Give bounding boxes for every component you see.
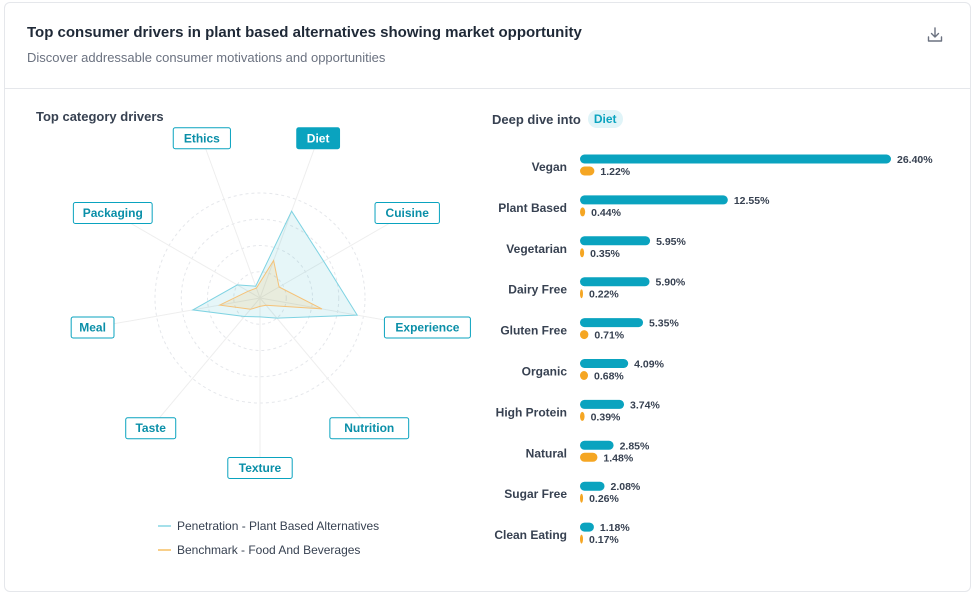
radar-axis-line-packaging bbox=[112, 212, 261, 299]
radar-axis-label-cuisine: Cuisine bbox=[386, 206, 430, 220]
radar-axis-label-meal: Meal bbox=[79, 321, 106, 335]
driver-card: Top consumer drivers in plant based alte… bbox=[4, 2, 971, 592]
download-button[interactable] bbox=[923, 23, 947, 47]
legend-item-benchmark[interactable]: Benchmark - Food And Beverages bbox=[158, 538, 379, 562]
card-subtitle: Discover addressable consumer motivation… bbox=[27, 50, 386, 65]
radar-series-benchmark bbox=[217, 259, 323, 310]
radar-axis-label-experience: Experience bbox=[395, 321, 459, 335]
radar-axis-line-cuisine bbox=[259, 212, 408, 299]
download-icon bbox=[927, 27, 943, 42]
radar-axis-tag-box bbox=[329, 417, 410, 440]
legend-item-penetration[interactable]: Penetration - Plant Based Alternatives bbox=[158, 514, 379, 538]
radar-axis-tag-box bbox=[125, 417, 177, 440]
radar-axis-tag-meal[interactable]: Meal bbox=[70, 316, 115, 339]
radar-grid-ring-3 bbox=[180, 218, 340, 378]
radar-axis-tag-nutrition[interactable]: Nutrition bbox=[329, 417, 410, 440]
radar-axis-tag-box bbox=[72, 202, 153, 224]
selected-driver-badge: Diet bbox=[587, 110, 623, 128]
radar-legend: Penetration - Plant Based Alternatives B… bbox=[158, 514, 379, 562]
radar-axis-label-texture: Texture bbox=[239, 461, 282, 475]
radar-grid-ring-1 bbox=[233, 271, 287, 325]
radar-axis-line-nutrition bbox=[259, 297, 370, 429]
radar-axis-label-taste: Taste bbox=[135, 421, 166, 435]
radar-axis-label-ethics: Ethics bbox=[184, 131, 220, 145]
radar-axis-line-taste bbox=[150, 297, 261, 429]
radar-axis-tag-box bbox=[227, 457, 293, 479]
bar-chart-title: Deep dive into bbox=[492, 111, 581, 127]
radar-axis-tag-box bbox=[172, 127, 231, 150]
legend-label-benchmark: Benchmark - Food And Beverages bbox=[177, 543, 361, 557]
radar-axis-tag-texture[interactable]: Texture bbox=[227, 457, 293, 479]
radar-axis-tag-cuisine[interactable]: Cuisine bbox=[374, 202, 440, 224]
radar-axis-label-nutrition: Nutrition bbox=[344, 421, 394, 435]
legend-label-penetration: Penetration - Plant Based Alternatives bbox=[177, 519, 380, 533]
radar-grid-ring-2 bbox=[207, 245, 313, 351]
radar-axis-label-diet: Diet bbox=[307, 131, 330, 145]
radar-axis-tag-ethics[interactable]: Ethics bbox=[172, 127, 231, 150]
legend-swatch-penetration bbox=[158, 525, 171, 527]
radar-axis-tag-taste[interactable]: Taste bbox=[125, 417, 177, 440]
radar-axis-tag-diet[interactable]: Diet bbox=[296, 127, 341, 150]
radar-axis-tag-experience[interactable]: Experience bbox=[383, 316, 471, 339]
legend-swatch-benchmark bbox=[158, 549, 171, 551]
radar-axis-tag-box bbox=[70, 316, 115, 339]
radar-series-penetration bbox=[191, 210, 359, 319]
radar-axis-line-ethics bbox=[201, 138, 261, 299]
card-title: Top consumer drivers in plant based alte… bbox=[27, 24, 582, 41]
radar-axis-line-diet bbox=[259, 138, 319, 299]
radar-chart-title: Top category drivers bbox=[36, 109, 164, 124]
radar-axis-label-packaging: Packaging bbox=[83, 206, 143, 220]
radar-axis-tag-box bbox=[383, 316, 471, 339]
bar-chart-heading: Deep dive into Diet bbox=[492, 110, 623, 128]
radar-axis-line-meal bbox=[92, 297, 261, 329]
radar-chart: Diet Cuisine Experience Nutrition Texture Tas… bbox=[70, 127, 471, 479]
radar-axis-tag-box bbox=[374, 202, 440, 224]
radar-axis-tag-packaging[interactable]: Packaging bbox=[72, 202, 153, 224]
card-header: Top consumer drivers in plant based alte… bbox=[5, 3, 970, 89]
radar-axis-tag-box bbox=[296, 127, 341, 150]
